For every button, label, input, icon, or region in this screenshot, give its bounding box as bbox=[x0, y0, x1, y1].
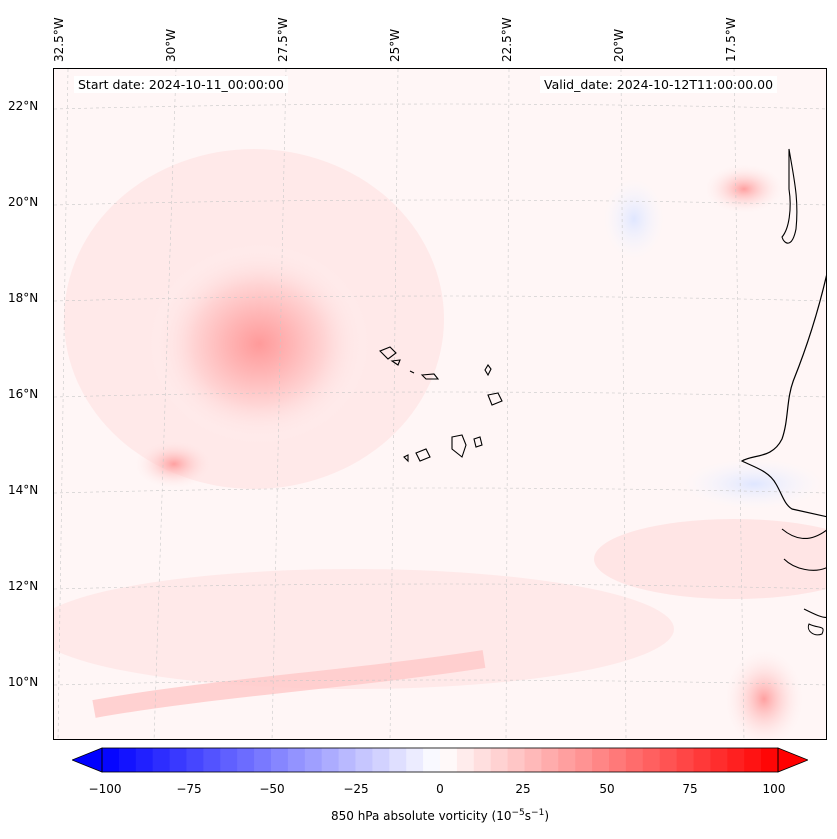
colorbar-tick: 100 bbox=[762, 782, 786, 796]
colorbar-segment bbox=[541, 748, 559, 772]
lat-label-14n: 14°N bbox=[8, 483, 39, 497]
colorbar-segment bbox=[676, 748, 694, 772]
coastline-gambia bbox=[781, 528, 826, 539]
coastline-islands-bijagos bbox=[807, 623, 824, 636]
colorbar-segment bbox=[271, 748, 289, 772]
lon-label-25w: 25°W bbox=[388, 28, 402, 62]
colorbar-segment bbox=[355, 748, 373, 772]
negative-vorticity-east bbox=[684, 459, 824, 509]
colorbar-segment bbox=[321, 748, 340, 772]
colorbar bbox=[72, 747, 808, 773]
colorbar-segment bbox=[186, 748, 204, 772]
colorbar-segment bbox=[372, 748, 390, 772]
colorbar-tick: −50 bbox=[259, 782, 285, 796]
lon-label-17-5w: 17.5°W bbox=[724, 17, 738, 62]
negative-vorticity-north bbox=[604, 179, 664, 259]
start-date-label: Start date: 2024-10-11_00:00:00 bbox=[74, 76, 288, 93]
colorbar-segment bbox=[524, 748, 542, 772]
colorbar-segment bbox=[609, 748, 627, 772]
vorticity-spot-west bbox=[134, 439, 214, 489]
lon-label-22-5w: 22.5°W bbox=[500, 17, 514, 62]
colorbar-segment bbox=[254, 748, 272, 772]
vorticity-filament bbox=[92, 650, 486, 718]
colorbar-segment bbox=[592, 748, 610, 772]
island-santo-antao bbox=[379, 346, 397, 360]
valid-date-label: Valid_date: 2024-10-12T11:00:00.00 bbox=[540, 76, 778, 93]
coastline-guinea bbox=[803, 608, 826, 618]
colorbar-segment bbox=[287, 748, 306, 772]
island-brava bbox=[403, 454, 409, 463]
colorbar-segment bbox=[237, 748, 255, 772]
colorbar-tick: −75 bbox=[176, 782, 202, 796]
graticule bbox=[54, 69, 826, 739]
colorbar-segment bbox=[761, 748, 779, 772]
lat-label-18n: 18°N bbox=[8, 291, 39, 305]
colorbar-segment bbox=[744, 748, 762, 772]
colorbar-segment bbox=[389, 748, 407, 772]
colorbar-extend-low bbox=[72, 747, 103, 773]
colorbar-segment bbox=[118, 748, 137, 772]
colorbar-segment bbox=[473, 748, 492, 772]
cape-verde-islands bbox=[379, 346, 503, 463]
coastline-north bbox=[781, 148, 798, 244]
colorbar-segment bbox=[710, 748, 728, 772]
island-sao-nicolau bbox=[420, 373, 440, 380]
island-boa-vista bbox=[487, 392, 503, 406]
colorbar-segment bbox=[575, 748, 593, 772]
map-canvas bbox=[54, 69, 826, 739]
island-sal bbox=[484, 364, 492, 377]
lon-label-30w: 30°W bbox=[164, 28, 178, 62]
cyclone-vorticity-max bbox=[149, 244, 369, 444]
island-santiago bbox=[451, 434, 467, 458]
colorbar-segment bbox=[727, 748, 745, 772]
coastline-guinea-bissau bbox=[783, 558, 826, 571]
colorbar-tick: 25 bbox=[515, 782, 531, 796]
vorticity-band-south bbox=[54, 569, 674, 689]
colorbar-tick: −25 bbox=[343, 782, 369, 796]
lat-label-22n: 22°N bbox=[8, 99, 39, 113]
colorbar-segment bbox=[220, 748, 238, 772]
colorbar-segment bbox=[152, 748, 171, 772]
colorbar-tick: −100 bbox=[88, 782, 122, 796]
lon-label-27-5w: 27.5°W bbox=[276, 17, 290, 62]
lat-label-10n: 10°N bbox=[8, 675, 39, 689]
colorbar-segment bbox=[558, 748, 576, 772]
lon-label-32-5w: 32.5°W bbox=[52, 17, 66, 62]
colorbar-segment bbox=[642, 748, 661, 772]
lat-label-20n: 20°N bbox=[8, 195, 39, 209]
vorticity-band-east bbox=[594, 519, 826, 599]
island-maio bbox=[473, 436, 483, 448]
colorbar-segment bbox=[659, 748, 678, 772]
colorbar-segment bbox=[693, 748, 711, 772]
vorticity-map bbox=[53, 68, 827, 740]
colorbar-segment bbox=[203, 748, 221, 772]
colorbar-segment bbox=[406, 748, 424, 772]
colorbar-segment bbox=[440, 748, 458, 772]
island-sao-vicente bbox=[390, 359, 401, 366]
colorbar-frame bbox=[101, 747, 779, 773]
lon-label-20w: 20°W bbox=[612, 28, 626, 62]
colorbar-segment bbox=[507, 748, 525, 772]
colorbar-label: 850 hPa absolute vorticity (10−5s−1) bbox=[330, 808, 550, 823]
colorbar-segment bbox=[102, 748, 120, 772]
colorbar-segment bbox=[490, 748, 509, 772]
colorbar-segment bbox=[304, 748, 323, 772]
colorbar-segment bbox=[169, 748, 187, 772]
vorticity-spot-south bbox=[724, 649, 804, 739]
coastline-africa bbox=[740, 274, 826, 518]
colorbar-tick: 0 bbox=[436, 782, 444, 796]
colorbar-segment bbox=[456, 748, 475, 772]
lat-label-12n: 12°N bbox=[8, 579, 39, 593]
lat-label-16n: 16°N bbox=[8, 387, 39, 401]
colorbar-segment bbox=[135, 748, 154, 772]
colorbar-segment bbox=[338, 748, 356, 772]
colorbar-tick: 50 bbox=[599, 782, 615, 796]
colorbar-segment bbox=[423, 748, 441, 772]
island-fogo bbox=[415, 448, 431, 462]
colorbar-extend-high bbox=[777, 747, 808, 773]
colorbar-segment bbox=[625, 748, 644, 772]
colorbar-tick: 75 bbox=[682, 782, 698, 796]
vorticity-spot-north bbox=[704, 164, 784, 214]
